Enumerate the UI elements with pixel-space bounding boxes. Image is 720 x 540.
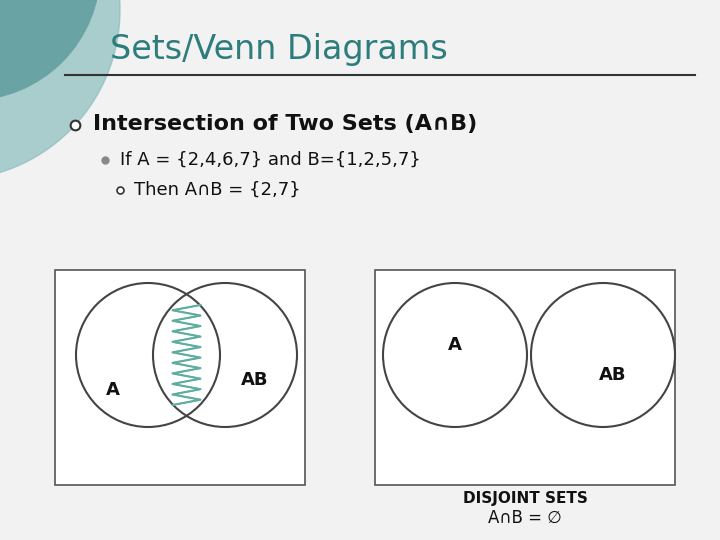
Text: Then A∩B = {2,7}: Then A∩B = {2,7}	[134, 181, 301, 199]
Text: Sets/Venn Diagrams: Sets/Venn Diagrams	[110, 33, 448, 66]
Text: AB: AB	[241, 371, 269, 389]
Polygon shape	[173, 321, 200, 326]
Polygon shape	[173, 336, 200, 342]
Polygon shape	[173, 326, 200, 332]
Polygon shape	[173, 395, 200, 400]
Polygon shape	[173, 315, 200, 321]
Polygon shape	[173, 400, 200, 405]
Polygon shape	[173, 342, 200, 347]
Polygon shape	[173, 305, 200, 310]
Polygon shape	[173, 357, 200, 363]
Text: DISJOINT SETS: DISJOINT SETS	[462, 490, 588, 505]
Text: A: A	[448, 336, 462, 354]
Text: A∩B = ∅: A∩B = ∅	[488, 509, 562, 527]
Circle shape	[0, 0, 120, 180]
Polygon shape	[173, 363, 200, 368]
Text: Intersection of Two Sets (A∩B): Intersection of Two Sets (A∩B)	[93, 114, 477, 134]
Polygon shape	[173, 353, 200, 357]
Polygon shape	[173, 368, 200, 374]
Polygon shape	[173, 389, 200, 395]
Text: If A = {2,4,6,7} and B={1,2,5,7}: If A = {2,4,6,7} and B={1,2,5,7}	[120, 151, 420, 169]
Polygon shape	[173, 384, 200, 389]
Polygon shape	[173, 332, 200, 336]
Polygon shape	[173, 379, 200, 384]
Polygon shape	[173, 374, 200, 379]
Circle shape	[0, 0, 100, 100]
Bar	[375, 270, 675, 485]
Text: AB: AB	[599, 366, 626, 384]
Bar	[55, 270, 305, 485]
Text: A: A	[106, 381, 120, 399]
Polygon shape	[173, 347, 200, 353]
Polygon shape	[173, 310, 200, 315]
